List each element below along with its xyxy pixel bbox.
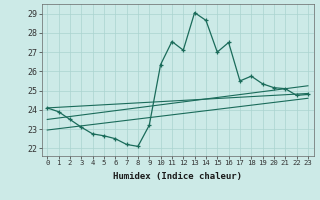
X-axis label: Humidex (Indice chaleur): Humidex (Indice chaleur) xyxy=(113,172,242,181)
